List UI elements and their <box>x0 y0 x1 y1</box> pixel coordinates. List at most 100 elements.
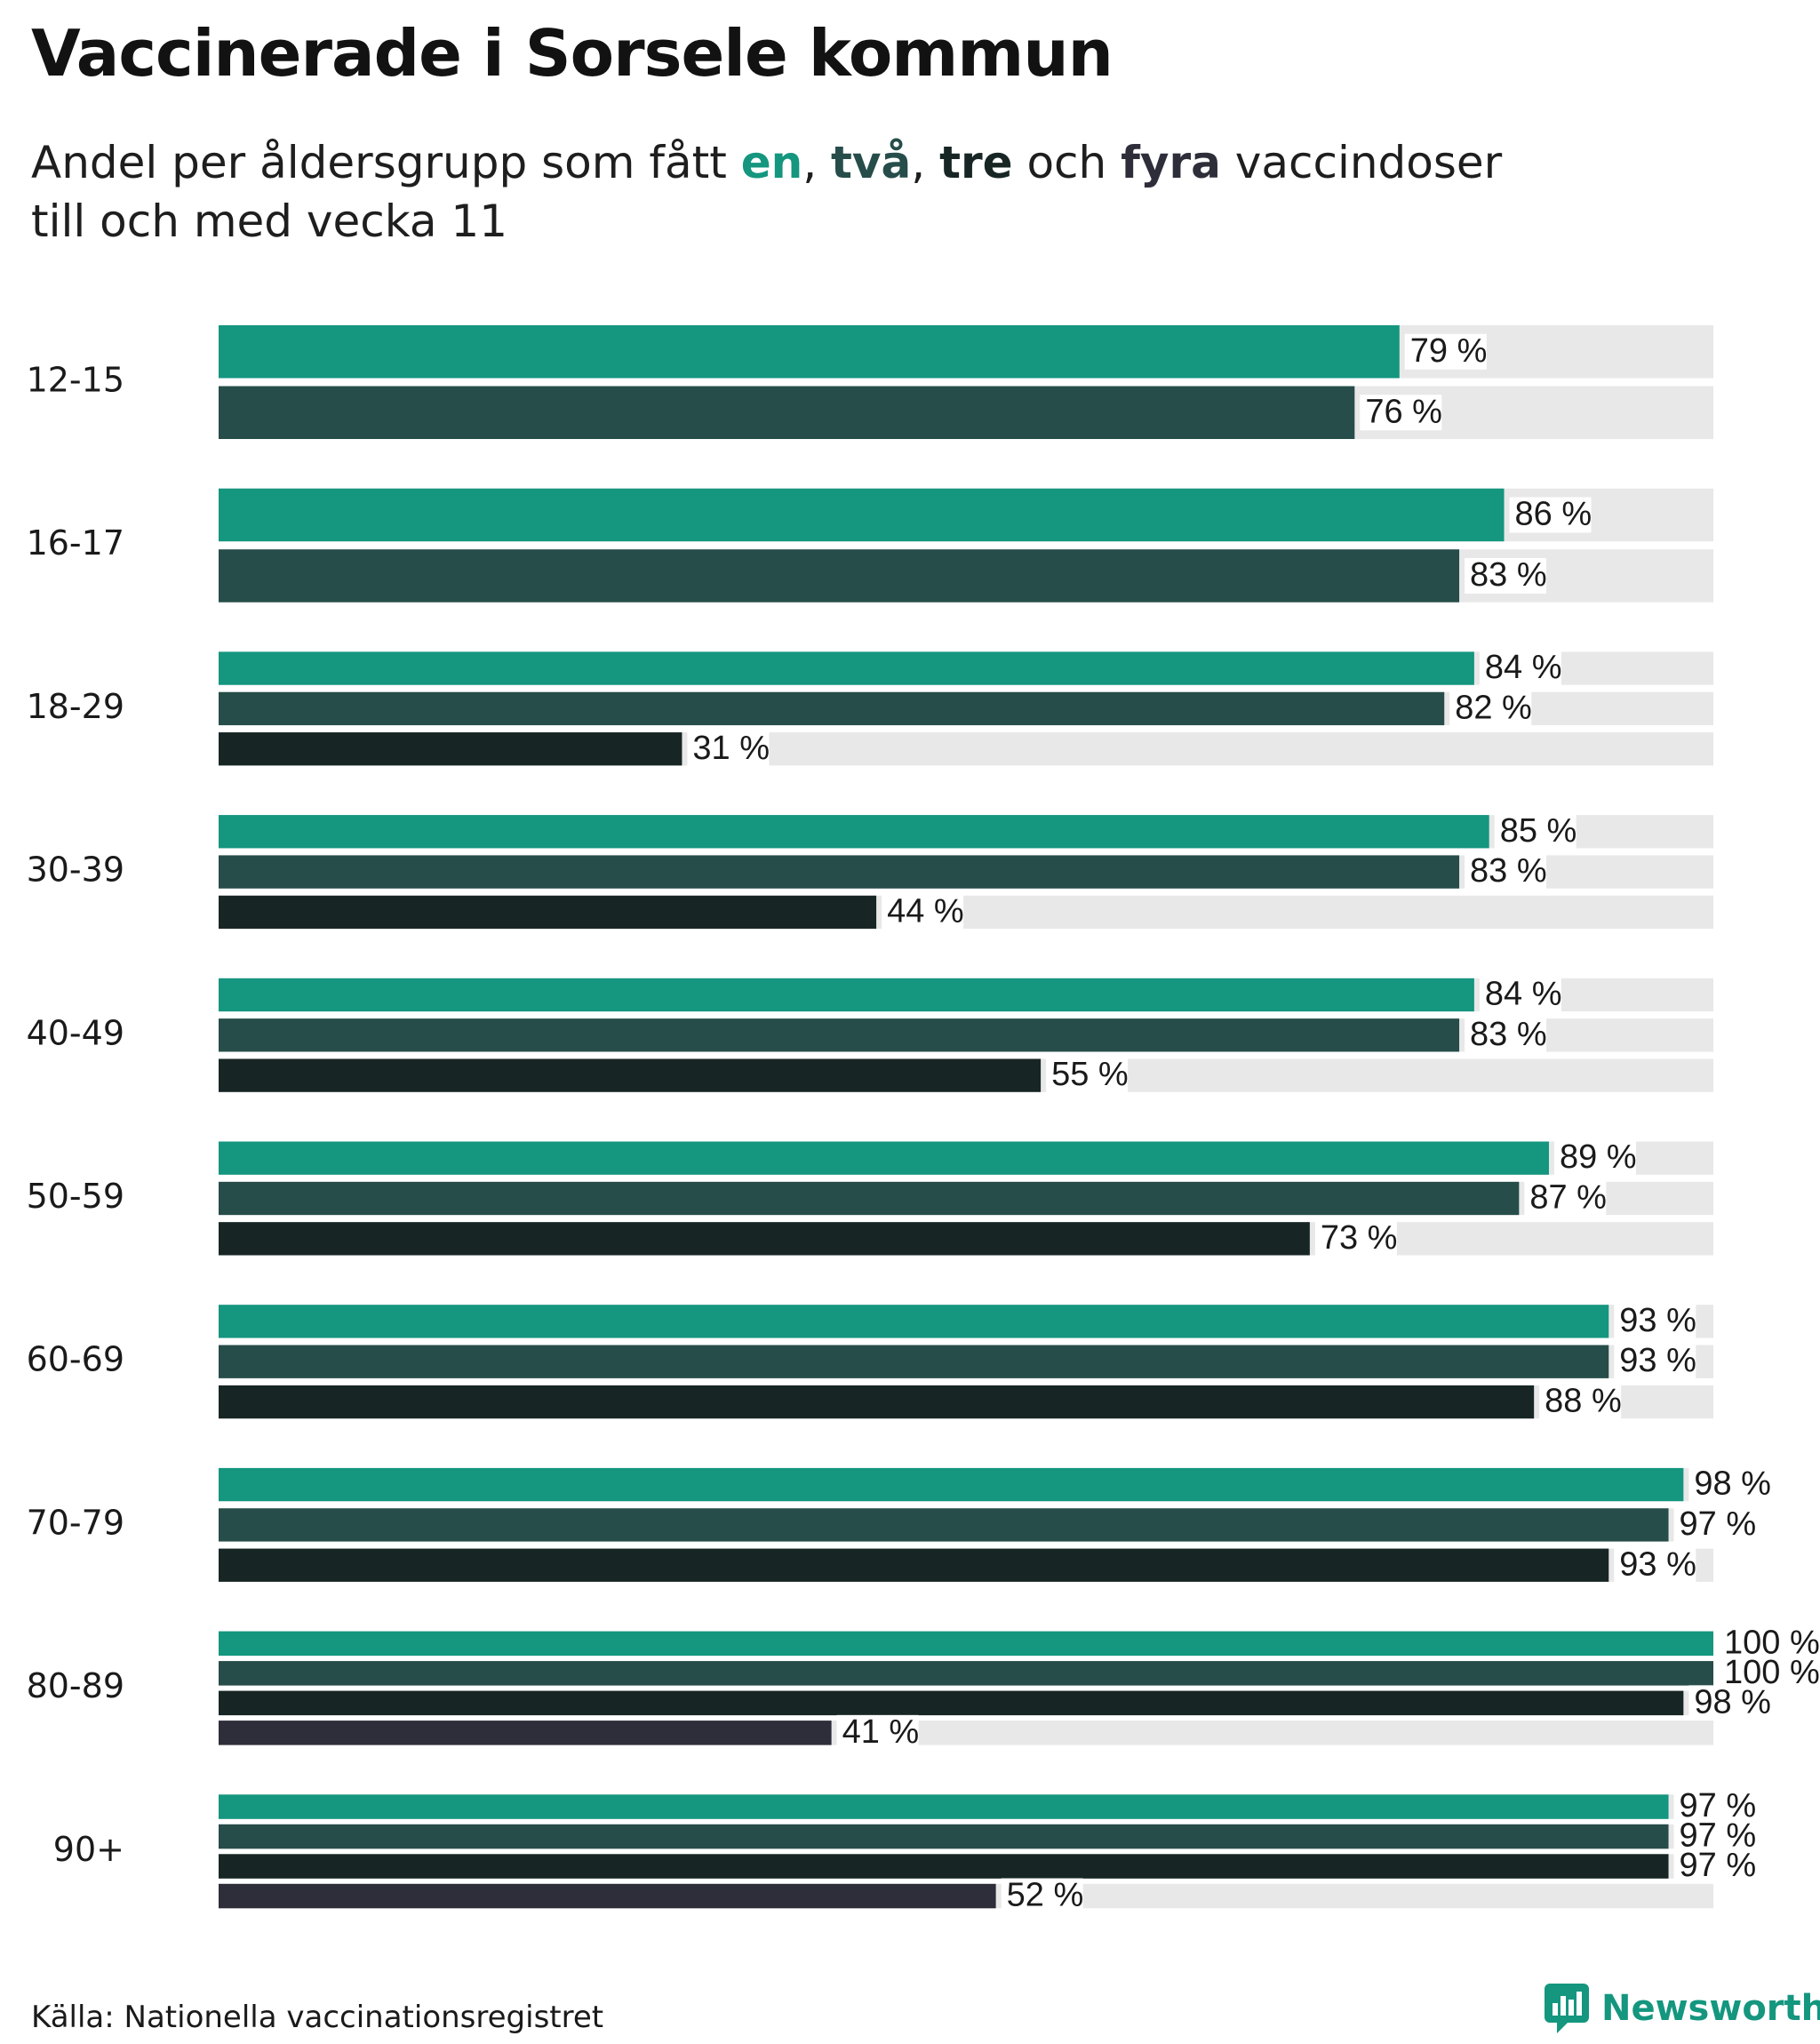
bar-dose-1 <box>219 1141 1549 1175</box>
bar-value-label: 52 % <box>1007 1877 1084 1914</box>
bar-dose-4 <box>219 1883 996 1909</box>
bar-dose-2 <box>219 1018 1460 1052</box>
bar-label-background <box>1465 1017 1547 1053</box>
bar-label-background <box>1509 497 1592 533</box>
bar-dose-1 <box>219 815 1489 849</box>
bar-value-label: 97 % <box>1680 1505 1757 1543</box>
newsworthy-logo-icon <box>1545 1984 1589 2033</box>
bar-dose-1 <box>219 325 1400 379</box>
bar-dose-2 <box>219 855 1460 889</box>
bar-label-background <box>1479 977 1561 1013</box>
bar-dose-3 <box>219 1548 1609 1582</box>
bar-value-label: 87 % <box>1529 1179 1607 1217</box>
bar-value-label: 93 % <box>1619 1342 1696 1379</box>
brand-name: Newsworthy <box>1601 1988 1820 2029</box>
bar-dose-2 <box>219 549 1460 603</box>
bar-value-label: 98 % <box>1694 1465 1771 1503</box>
brand: Newsworthy <box>1545 1984 1820 2033</box>
bar-value-label: 73 % <box>1321 1219 1398 1257</box>
bar-value-label: 83 % <box>1470 556 1547 594</box>
category-label: 70-79 <box>27 1503 124 1542</box>
bar-dose-1 <box>219 978 1474 1012</box>
bar-dose-3 <box>219 895 877 930</box>
category-label: 50-59 <box>27 1177 124 1216</box>
bar-value-label: 79 % <box>1410 332 1488 370</box>
legend-dose-3: tre <box>939 137 1013 188</box>
bar-dose-2 <box>219 691 1445 726</box>
bar-dose-2 <box>219 1661 1713 1686</box>
subtitle-line-2: till och med vecka 11 <box>31 196 508 247</box>
bar-value-label: 97 % <box>1680 1787 1757 1824</box>
bar-label-background <box>836 1714 919 1751</box>
bar-dose-3 <box>219 1385 1535 1419</box>
bar-label-background <box>1494 813 1577 850</box>
bar-dose-3 <box>219 1222 1310 1256</box>
bar-value-label: 97 % <box>1680 1817 1757 1855</box>
subtitle-separator: , <box>911 137 940 188</box>
bar-value-label: 93 % <box>1619 1545 1696 1583</box>
bar-label-background <box>1673 1506 1756 1543</box>
bar-value-label: 88 % <box>1545 1383 1622 1420</box>
bar-dose-3 <box>219 1058 1042 1092</box>
bar-label-background <box>1553 1140 1636 1177</box>
category-label: 80-89 <box>27 1666 124 1705</box>
subtitle-text: Andel per åldersgrupp som fått <box>31 137 741 188</box>
legend-dose-1: en <box>740 137 803 188</box>
bar-label-background <box>1360 395 1442 431</box>
category-label: 30-39 <box>27 850 124 890</box>
bar-dose-2 <box>219 1345 1609 1378</box>
bar-dose-2 <box>219 1181 1520 1216</box>
bar-value-label: 97 % <box>1680 1847 1757 1884</box>
bar-label-background <box>882 894 964 930</box>
bar-label-background <box>1404 333 1487 370</box>
bar-label-background <box>1719 1625 1819 1662</box>
bar-label-background <box>1465 557 1547 594</box>
category-label: 60-69 <box>27 1340 124 1379</box>
bar-dose-1 <box>219 651 1474 685</box>
subtitle-text: vaccindoser <box>1220 137 1503 188</box>
bar-value-label: 83 % <box>1470 1016 1547 1053</box>
bar-label-background <box>1539 1384 1622 1420</box>
bar-value-label: 85 % <box>1500 812 1577 850</box>
bar-label-background <box>1673 1848 1756 1885</box>
bar-dose-3 <box>219 1854 1669 1879</box>
bar-value-label: 76 % <box>1365 393 1442 430</box>
bar-value-label: 100 % <box>1724 1624 1820 1661</box>
bar-dose-3 <box>219 732 682 766</box>
bar-label-background <box>1673 1818 1756 1855</box>
bar-label-background <box>1688 1685 1771 1721</box>
bar-value-label: 83 % <box>1470 852 1547 890</box>
bar-dose-1 <box>219 1631 1713 1657</box>
bar-value-label: 89 % <box>1560 1138 1637 1176</box>
bar-value-label: 84 % <box>1485 649 1562 686</box>
bar-dose-2 <box>219 1508 1669 1542</box>
bar-dose-4 <box>219 1721 832 1745</box>
bar-label-background <box>1479 651 1561 687</box>
category-label: 12-15 <box>27 361 124 400</box>
chart-subtitle: Andel per åldersgrupp som fått en, två, … <box>31 133 1720 251</box>
bar-dose-1 <box>219 1305 1609 1338</box>
bar-value-label: 86 % <box>1515 495 1592 532</box>
bar-value-label: 44 % <box>887 892 964 930</box>
bar-value-label: 84 % <box>1485 975 1562 1012</box>
bar-label-background <box>1001 1878 1083 1914</box>
bar-dose-1 <box>219 488 1505 542</box>
legend-dose-4: fyra <box>1121 137 1221 188</box>
bar-value-label: 82 % <box>1455 689 1532 726</box>
bar-label-background <box>1719 1655 1819 1691</box>
category-label: 40-49 <box>27 1013 124 1052</box>
bar-dose-1 <box>219 1467 1684 1502</box>
bar-label-background <box>1046 1058 1129 1094</box>
bar-dose-2 <box>219 386 1355 439</box>
bar-dose-3 <box>219 1690 1684 1716</box>
bar-label-background <box>1614 1303 1696 1339</box>
bar-label-background <box>1614 1344 1696 1380</box>
bar-value-label: 55 % <box>1051 1056 1129 1093</box>
bar-value-label: 100 % <box>1724 1654 1820 1691</box>
chart-title: Vaccinerade i Sorsele kommun <box>31 16 1114 91</box>
bar-label-background <box>1614 1547 1696 1584</box>
bar-label-background <box>1524 1180 1607 1217</box>
bar-label-background <box>687 731 770 767</box>
source-note: Källa: Nationella vaccinationsregistret <box>31 2000 604 2035</box>
